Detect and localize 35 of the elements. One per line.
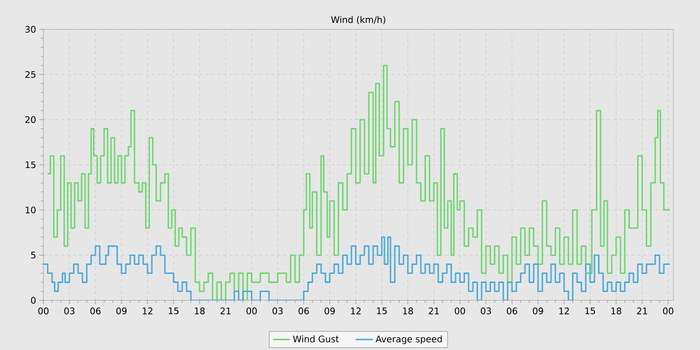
x-tick-label: 03: [480, 308, 491, 314]
x-tick-label: 03: [272, 308, 283, 314]
x-tick-label: 18: [194, 308, 205, 314]
x-tick-label: 00: [246, 308, 257, 314]
x-tick-label: 21: [220, 308, 231, 314]
legend-label: Wind Gust: [293, 335, 339, 342]
y-tick-label: 20: [25, 116, 36, 124]
x-tick-label: 06: [90, 308, 101, 314]
x-tick-label: 15: [377, 308, 387, 314]
x-tick-label: 18: [403, 308, 413, 314]
x-tick-label: 00: [454, 308, 466, 314]
x-tick-label: 21: [637, 308, 648, 314]
x-tick-label: 12: [142, 308, 152, 314]
x-tick-label: 09: [532, 308, 544, 314]
x-tick-label: 09: [116, 308, 127, 314]
y-tick-label: 15: [26, 161, 36, 168]
x-tick-label: 03: [64, 308, 74, 314]
x-tick-label: 15: [585, 308, 596, 314]
legend-label: Average speed: [376, 335, 442, 344]
x-tick-label: 09: [324, 308, 335, 314]
x-tick-label: 06: [506, 308, 518, 314]
y-tick-label: 30: [25, 26, 36, 33]
x-tick-label: 21: [428, 308, 439, 314]
y-tick-label: 0: [31, 296, 36, 304]
x-tick-label: 00: [663, 308, 674, 314]
chart-title: Wind (km/h): [331, 16, 386, 24]
y-tick-label: 25: [25, 71, 36, 78]
x-tick-label: 15: [168, 308, 178, 314]
y-tick-label: 10: [26, 206, 36, 214]
x-tick-label: 12: [351, 308, 361, 314]
y-tick-label: 5: [31, 252, 36, 258]
x-tick-label: 18: [611, 308, 622, 314]
x-tick-label: 06: [298, 308, 309, 314]
x-tick-label: 12: [559, 308, 569, 314]
x-tick-label: 00: [38, 308, 49, 314]
